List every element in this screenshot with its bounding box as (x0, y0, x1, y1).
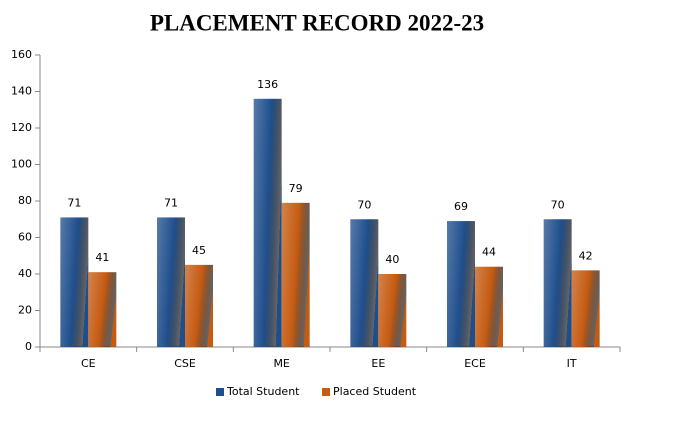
bar (88, 272, 117, 347)
y-tick-label: 120 (11, 121, 32, 134)
y-tick-label: 160 (11, 48, 32, 61)
y-tick-label: 40 (18, 267, 32, 280)
bar (281, 202, 310, 347)
value-label: 71 (164, 196, 178, 209)
bar (378, 274, 407, 347)
value-label: 42 (579, 249, 593, 262)
y-tick-label: 0 (25, 340, 32, 353)
value-label: 79 (289, 182, 303, 195)
x-tick-label: CE (81, 357, 96, 370)
value-label: 40 (385, 253, 399, 266)
y-tick-label: 140 (11, 85, 32, 98)
bar (60, 217, 89, 347)
bar (447, 221, 475, 347)
value-label: 136 (257, 78, 278, 91)
bar (253, 98, 282, 347)
y-tick-label: 60 (18, 231, 32, 244)
legend-swatch (322, 388, 330, 396)
bar (543, 219, 572, 347)
bar (157, 217, 185, 347)
legend-swatch (216, 388, 224, 396)
x-tick-label: CSE (174, 357, 196, 370)
y-tick-label: 20 (18, 304, 32, 317)
bar (571, 270, 600, 347)
bar (185, 264, 213, 347)
value-label: 70 (551, 198, 565, 211)
legend-label: Placed Student (333, 385, 417, 398)
x-tick-label: ECE (464, 357, 486, 370)
value-label: 71 (67, 196, 81, 209)
x-tick-label: ME (273, 357, 289, 370)
x-tick-label: EE (371, 357, 385, 370)
value-label: 41 (95, 251, 109, 264)
bar (350, 219, 379, 347)
bar (475, 266, 503, 347)
legend-label: Total Student (226, 385, 300, 398)
y-tick-label: 80 (18, 194, 32, 207)
value-label: 45 (192, 244, 206, 257)
value-label: 70 (357, 198, 371, 211)
y-tick-label: 100 (11, 158, 32, 171)
chart-title: PLACEMENT RECORD 2022-23 (150, 10, 484, 35)
x-tick-label: IT (567, 357, 577, 370)
value-label: 69 (454, 200, 468, 213)
value-label: 44 (482, 246, 496, 259)
